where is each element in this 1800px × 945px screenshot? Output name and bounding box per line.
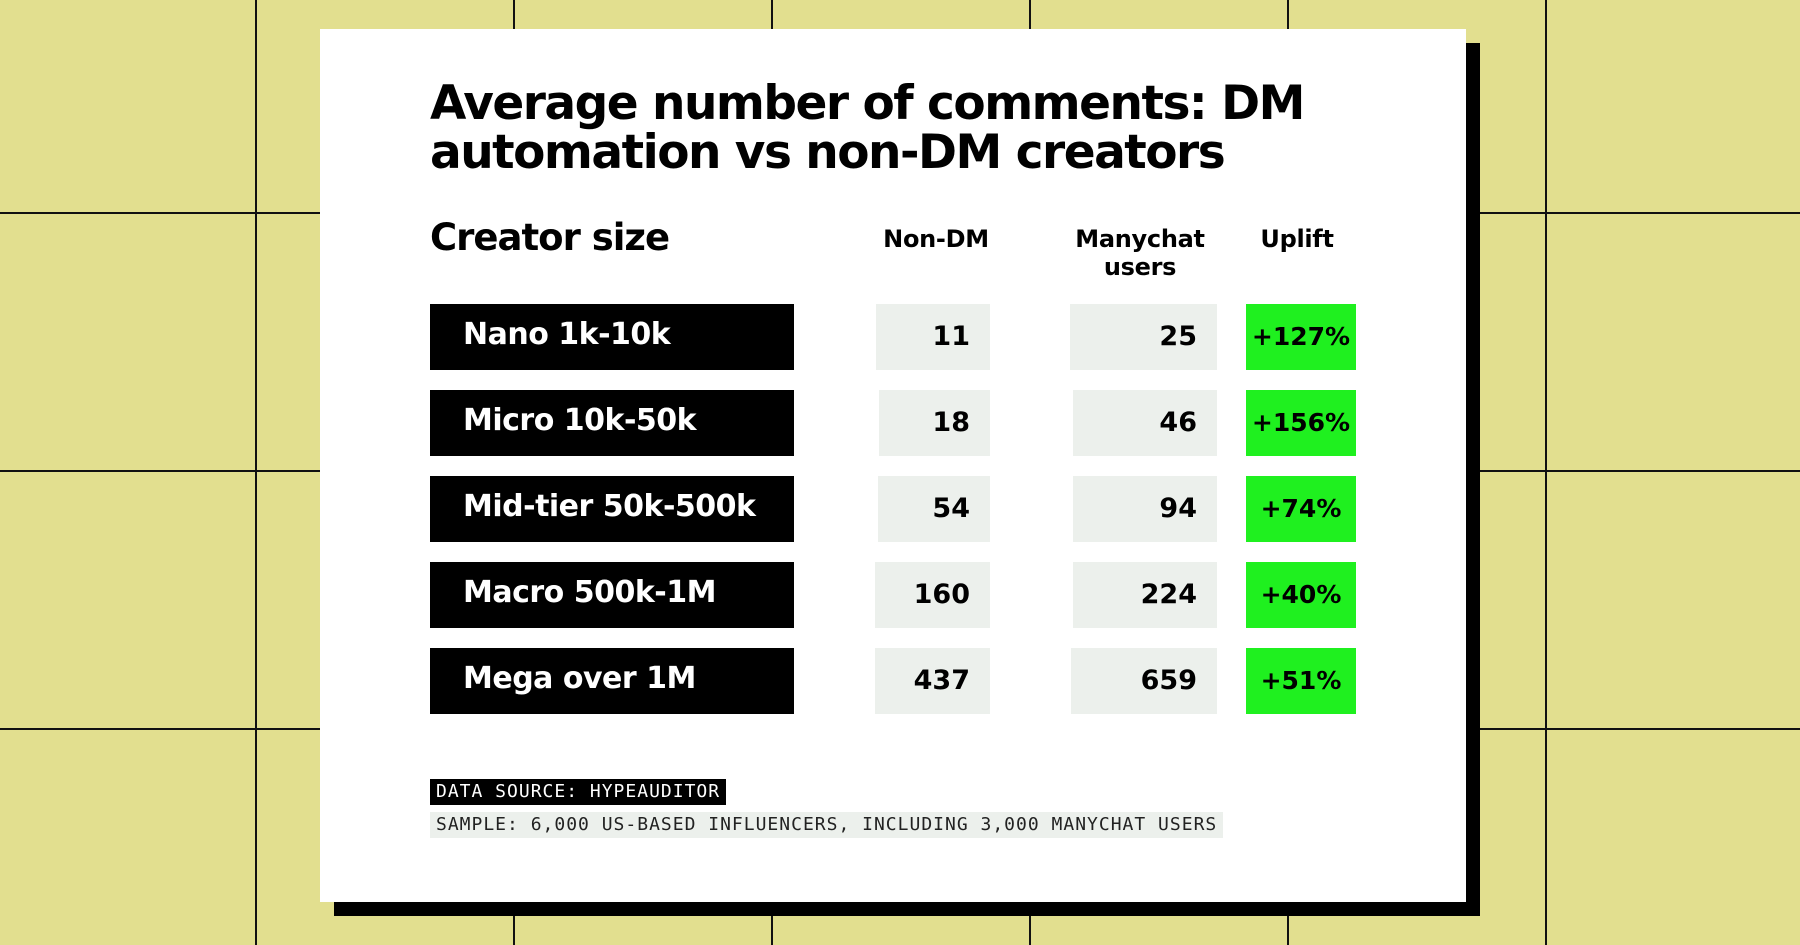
column-header-creator-size: Creator size	[430, 216, 670, 259]
row-label: Macro 500k-1M	[430, 562, 794, 628]
manychat-value: 94	[1073, 476, 1217, 542]
row-label: Nano 1k-10k	[430, 304, 794, 370]
row-label: Mega over 1M	[430, 648, 794, 714]
data-source-note: DATA SOURCE: HYPEAUDITOR	[430, 779, 727, 805]
column-header-uplift: Uplift	[1260, 225, 1334, 253]
chart-card: Average number of comments: DM automatio…	[320, 29, 1466, 902]
manychat-value: 46	[1073, 390, 1217, 456]
row-label: Mid-tier 50k-500k	[430, 476, 794, 542]
uplift-value: +156%	[1246, 390, 1356, 456]
manychat-value: 659	[1071, 648, 1217, 714]
manychat-value: 224	[1073, 562, 1217, 628]
non-dm-value: 11	[876, 304, 990, 370]
non-dm-value: 54	[878, 476, 990, 542]
manychat-value: 25	[1070, 304, 1217, 370]
row-label: Micro 10k-50k	[430, 390, 794, 456]
uplift-value: +40%	[1246, 562, 1356, 628]
non-dm-value: 18	[879, 390, 990, 456]
non-dm-value: 160	[875, 562, 990, 628]
non-dm-value: 437	[875, 648, 990, 714]
uplift-value: +127%	[1246, 304, 1356, 370]
column-header-non-dm: Non-DM	[883, 225, 989, 253]
sample-note: SAMPLE: 6,000 US-BASED INFLUENCERS, INCL…	[430, 812, 1224, 838]
column-header-manychat-users: Manychat users	[1075, 225, 1205, 281]
chart-title: Average number of comments: DM automatio…	[430, 76, 1305, 180]
uplift-value: +74%	[1246, 476, 1356, 542]
uplift-value: +51%	[1246, 648, 1356, 714]
